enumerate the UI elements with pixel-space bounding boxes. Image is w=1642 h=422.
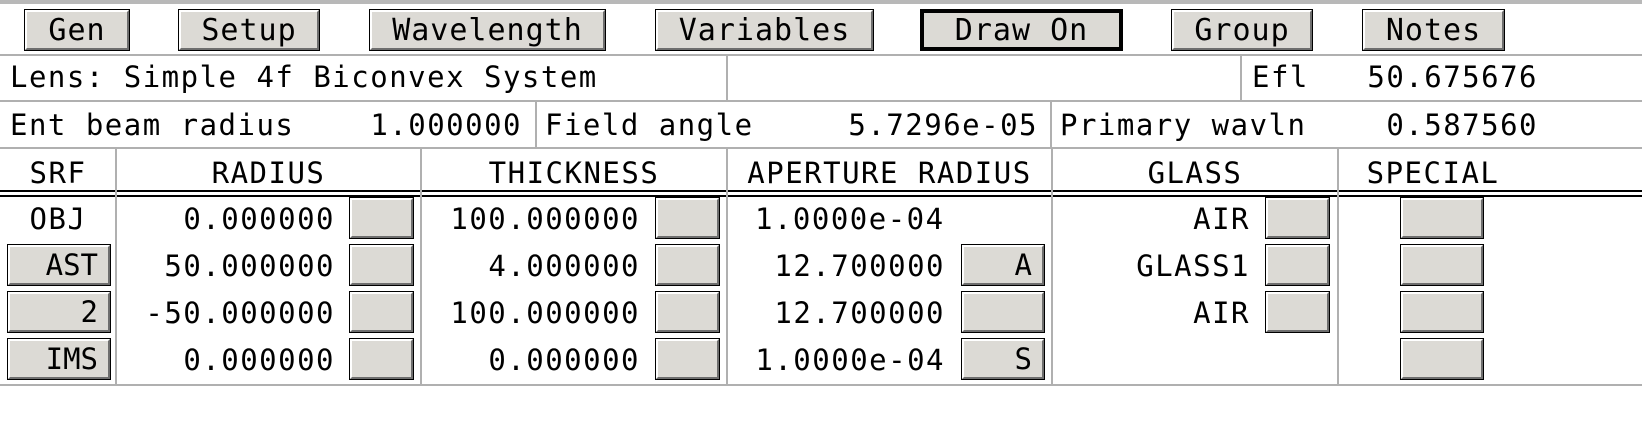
setup-button[interactable]: Setup: [178, 9, 320, 51]
divider: [535, 101, 537, 147]
divider: [0, 54, 1642, 56]
srf-label: OBJ: [29, 202, 87, 236]
thickness-header: THICKNESS: [488, 156, 660, 190]
thickness-value[interactable]: 100.000000: [450, 296, 640, 330]
srf-button[interactable]: 2: [7, 291, 111, 333]
table-bottom-border: [0, 384, 1642, 386]
aperture-value[interactable]: 12.700000: [774, 249, 945, 283]
divider: [0, 147, 1642, 149]
srf-header: SRF: [29, 156, 87, 190]
radius-solve-button[interactable]: [349, 338, 414, 380]
special-header: SPECIAL: [1366, 156, 1500, 190]
radius-solve-button[interactable]: [349, 291, 414, 333]
special-button[interactable]: [1400, 244, 1484, 286]
window-top-border: [0, 0, 1642, 4]
column-divider: [1337, 148, 1339, 384]
radius-solve-button[interactable]: [349, 244, 414, 286]
wavelength-button[interactable]: Wavelength: [369, 9, 606, 51]
srf-button[interactable]: AST: [7, 244, 111, 286]
column-divider: [1051, 148, 1053, 384]
thickness-value[interactable]: 100.000000: [450, 202, 640, 236]
radius-solve-button[interactable]: [349, 197, 414, 239]
primary-wavln-value[interactable]: 0.587560: [1386, 108, 1538, 142]
radius-value[interactable]: 50.000000: [164, 249, 335, 283]
column-divider: [726, 148, 728, 384]
divider: [1240, 55, 1242, 100]
aperture-radius-header: APERTURE RADIUS: [747, 156, 1032, 190]
column-divider: [420, 148, 422, 384]
radius-value[interactable]: 0.000000: [183, 202, 335, 236]
column-divider: [115, 148, 117, 384]
header-divider: [0, 190, 1642, 192]
thickness-solve-button[interactable]: [655, 291, 720, 333]
srf-button[interactable]: IMS: [7, 338, 111, 380]
thickness-value[interactable]: 4.000000: [488, 249, 640, 283]
ent-beam-value[interactable]: 1.000000: [370, 108, 522, 142]
aperture-solve-button[interactable]: [961, 291, 1045, 333]
radius-header: RADIUS: [211, 156, 326, 190]
thickness-solve-button[interactable]: [655, 244, 720, 286]
field-angle-label: Field angle: [545, 108, 754, 142]
divider: [726, 55, 728, 100]
glass-value[interactable]: GLASS1: [1136, 249, 1250, 283]
primary-wavln-label: Primary wavln: [1060, 108, 1307, 142]
special-button[interactable]: [1400, 197, 1484, 239]
glass-solve-button[interactable]: [1265, 197, 1330, 239]
special-button[interactable]: [1400, 338, 1484, 380]
aperture-value[interactable]: 1.0000e-04: [755, 343, 945, 377]
efl-label: Efl: [1252, 60, 1309, 94]
glass-solve-button[interactable]: [1265, 291, 1330, 333]
glass-value[interactable]: AIR: [1193, 296, 1250, 330]
variables-button[interactable]: Variables: [655, 9, 874, 51]
thickness-solve-button[interactable]: [655, 197, 720, 239]
thickness-value[interactable]: 0.000000: [488, 343, 640, 377]
ent-beam-label: Ent beam radius: [10, 108, 295, 142]
aperture-solve-button[interactable]: S: [961, 338, 1045, 380]
radius-value[interactable]: 0.000000: [183, 343, 335, 377]
glass-solve-button[interactable]: [1265, 244, 1330, 286]
radius-value[interactable]: -50.000000: [145, 296, 335, 330]
efl-value: 50.675676: [1367, 60, 1538, 94]
aperture-value[interactable]: 1.0000e-04: [755, 202, 945, 236]
group-button[interactable]: Group: [1171, 9, 1313, 51]
aperture-value[interactable]: 12.700000: [774, 296, 945, 330]
field-angle-value[interactable]: 5.7296e-05: [848, 108, 1038, 142]
gen-button[interactable]: Gen: [24, 9, 130, 51]
aperture-solve-button[interactable]: A: [961, 244, 1045, 286]
lens-title: Lens: Simple 4f Biconvex System: [10, 60, 598, 94]
special-button[interactable]: [1400, 291, 1484, 333]
header-divider: [0, 195, 1642, 197]
glass-header: GLASS: [1147, 156, 1243, 190]
glass-value[interactable]: AIR: [1193, 202, 1250, 236]
thickness-solve-button[interactable]: [655, 338, 720, 380]
divider: [0, 100, 1642, 102]
divider: [1050, 101, 1052, 147]
notes-button[interactable]: Notes: [1362, 9, 1505, 51]
draw-on-button[interactable]: Draw On: [920, 9, 1123, 51]
